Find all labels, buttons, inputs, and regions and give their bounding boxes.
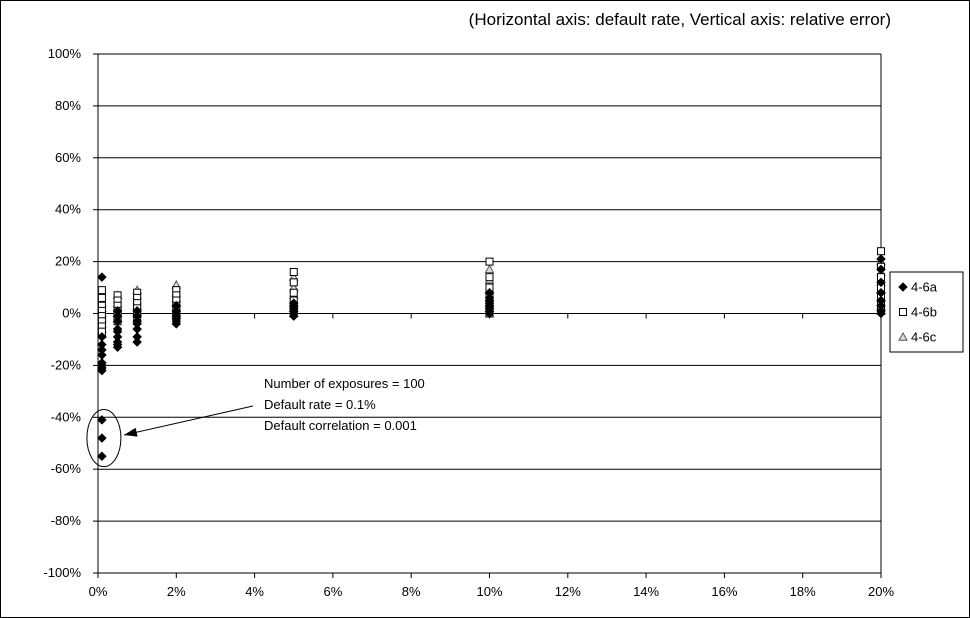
legend-items: 4-6a 4-6b 4-6c <box>898 280 938 345</box>
y-tick-label: 80% <box>55 98 81 113</box>
legend: 4-6a 4-6b 4-6c <box>889 271 964 353</box>
y-tick-label: -100% <box>43 565 81 580</box>
data-point <box>97 451 107 462</box>
data-point <box>132 337 143 347</box>
legend-marker <box>899 308 907 316</box>
data-point <box>289 278 298 287</box>
y-tick-label: 100% <box>48 46 82 61</box>
x-tick-label: 20% <box>868 584 894 599</box>
data-point <box>484 264 495 274</box>
x-tick-label: 0% <box>89 584 108 599</box>
chart-title: (Horizontal axis: default rate, Vertical… <box>469 10 891 29</box>
data-point <box>876 254 886 264</box>
data-point <box>289 288 298 297</box>
data-point <box>97 433 107 443</box>
data-point <box>485 257 494 266</box>
data-point <box>97 415 107 425</box>
annotation: Number of exposures = 100 Default rate =… <box>86 376 425 468</box>
y-tick-label: -40% <box>51 409 82 424</box>
annotation-line-default-correlation: Default correlation = 0.001 <box>264 418 417 433</box>
x-tick-label: 14% <box>633 584 659 599</box>
series-4-6a <box>97 254 886 462</box>
legend-marker <box>898 331 908 341</box>
x-tick-label: 16% <box>711 584 737 599</box>
annotation-ellipse <box>86 409 122 468</box>
x-tick-label: 6% <box>324 584 343 599</box>
y-tick-label: -80% <box>51 513 82 528</box>
data-point <box>97 272 107 283</box>
annotation-line-exposures: Number of exposures = 100 <box>264 376 425 391</box>
x-tick-label: 4% <box>245 584 264 599</box>
x-tick-label: 18% <box>790 584 816 599</box>
data-point <box>97 365 107 376</box>
y-tick-label: -20% <box>51 357 82 372</box>
legend-label: 4-6c <box>911 330 937 345</box>
x-tick-label: 8% <box>402 584 421 599</box>
data-point <box>289 267 298 276</box>
data-point <box>876 308 886 319</box>
data-point <box>484 308 495 319</box>
y-tick-label: 40% <box>55 202 81 217</box>
y-tick-label: 0% <box>62 306 81 321</box>
data-point <box>485 273 494 282</box>
legend-label: 4-6b <box>911 305 937 320</box>
x-tick-label: 12% <box>555 584 581 599</box>
data-point <box>97 286 106 295</box>
data-points <box>97 247 886 462</box>
annotation-line-default-rate: Default rate = 0.1% <box>264 397 376 412</box>
data-point <box>288 311 299 321</box>
legend-label: 4-6a <box>911 280 938 295</box>
data-point <box>877 247 885 256</box>
data-point <box>97 293 106 302</box>
y-tick-label: 60% <box>55 150 81 165</box>
y-tick-label: -60% <box>51 461 82 476</box>
annotation-arrow-line <box>123 405 254 436</box>
legend-marker <box>898 282 908 292</box>
y-tick-labels: 100% 80% 60% 40% 20% 0% -20% -40% -60% -80% -100% <box>43 46 81 580</box>
data-point <box>171 319 182 329</box>
data-point <box>876 264 886 275</box>
x-tick-labels: 0% 2% 4% 6% 8% 10% 12% 14% 16% 18% 20% <box>89 584 895 599</box>
x-tick-label: 10% <box>476 584 502 599</box>
x-tick-label: 2% <box>167 584 186 599</box>
annotation-arrow-head <box>123 427 138 437</box>
data-point <box>112 342 123 353</box>
y-tick-label: 20% <box>55 254 81 269</box>
data-point <box>876 277 886 288</box>
